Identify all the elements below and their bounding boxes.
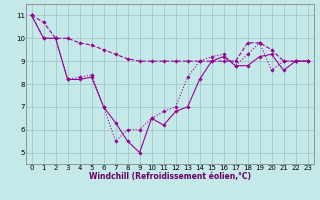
X-axis label: Windchill (Refroidissement éolien,°C): Windchill (Refroidissement éolien,°C) [89,172,251,181]
